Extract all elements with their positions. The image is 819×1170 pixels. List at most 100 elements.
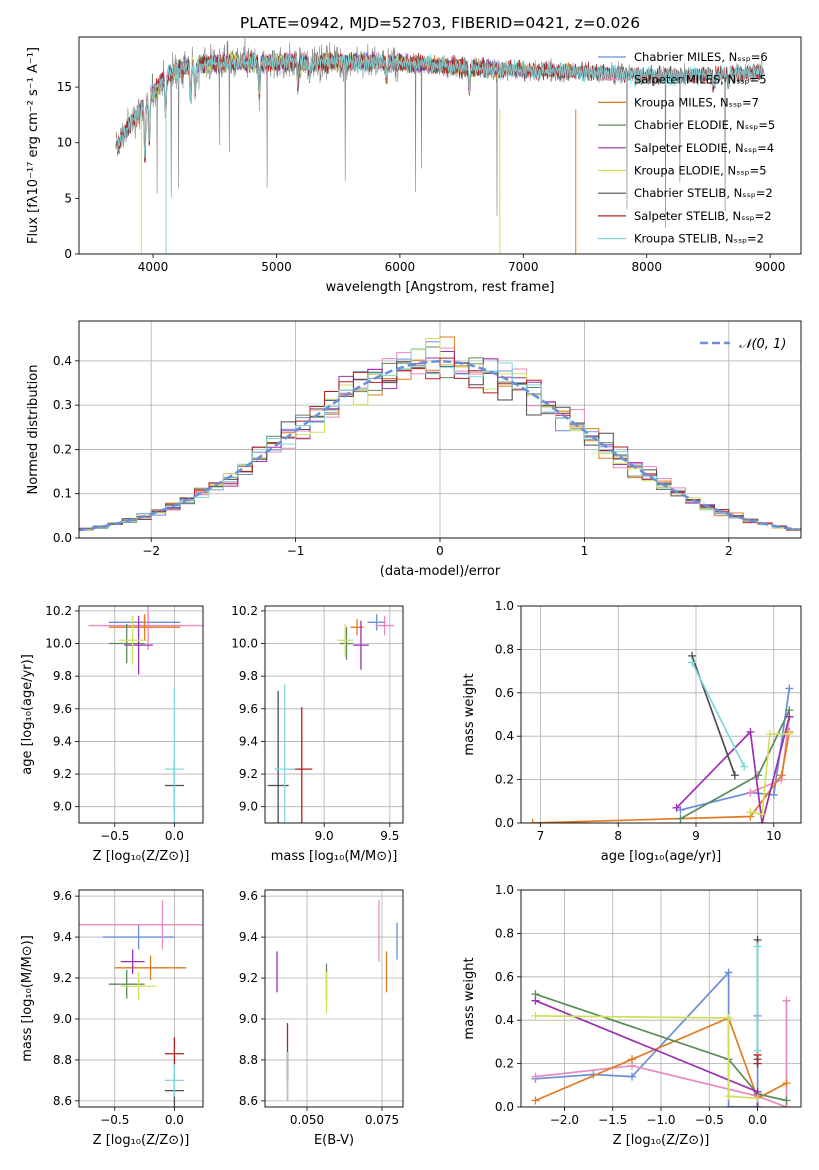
weight-point-kroupa_miles [528, 819, 537, 823]
weight-line-chabrier_miles [680, 688, 791, 811]
x-axis-label: wavelength [Angstrom, rest frame] [326, 280, 555, 295]
y-tick-label: 0 [64, 247, 72, 261]
x-tick-label: 0.050 [290, 1113, 324, 1127]
y-tick-label: 8.6 [53, 1094, 72, 1108]
weight-point-salpeter_elodie [672, 803, 681, 812]
weight-point-salpeter_elodie [758, 819, 767, 823]
y-axis-label: Normed distribution [26, 365, 41, 495]
weight-point-chabrier_miles [628, 1072, 637, 1081]
axes-frame [520, 605, 802, 824]
y-tick-label: 9.0 [53, 800, 72, 814]
weight-point-salpeter_miles [746, 788, 755, 797]
x-tick-label: 0.0 [165, 1113, 184, 1127]
weight-point-kroupa_elodie [724, 1014, 733, 1023]
x-tick-label: −0.5 [100, 1113, 129, 1127]
legend-label: Chabrier ELODIE, Nₛₛₚ=5 [634, 118, 775, 132]
y-tick-label: 8.6 [239, 1094, 258, 1108]
weight-point-kroupa_stelib [740, 762, 749, 771]
legend: 𝒩(0, 1) [700, 337, 786, 352]
weight-point-kroupa_elodie [758, 810, 767, 819]
y-tick-label: 10.2 [231, 604, 258, 618]
x-tick-label: 9000 [755, 260, 786, 274]
weight-point-salpeter_elodie [753, 1103, 762, 1107]
y-tick-label: 9.6 [53, 889, 72, 903]
y-axis-label: Flux [fλ10⁻¹⁷ erg cm⁻² s⁻¹ A⁻¹] [26, 47, 41, 244]
y-tick-label: 9.4 [239, 734, 258, 748]
legend-label: Salpeter STELIB, Nₛₛₚ=2 [634, 209, 772, 223]
y-tick-label: 5 [64, 191, 72, 205]
y-tick-label: 0.1 [53, 487, 72, 501]
x-axis-label: age [log₁₀(age/yr)] [601, 849, 722, 864]
weight-point-kroupa_stelib [688, 658, 697, 667]
weight-line-chabrier_elodie [679, 709, 791, 820]
y-tick-label: 10 [57, 136, 72, 150]
y-tick-label: 0.2 [53, 442, 72, 456]
y-tick-label: 9.8 [239, 669, 258, 683]
x-tick-label: −1 [287, 544, 305, 558]
y-tick-label: 9.0 [239, 1012, 258, 1026]
y-tick-label: 0.2 [495, 773, 514, 787]
y-tick-label: 0.3 [53, 398, 72, 412]
y-tick-label: 9.2 [239, 767, 258, 781]
residual-histogram-kroupa_elodie [79, 338, 801, 530]
x-tick-label: −1.0 [646, 1113, 675, 1127]
weight-point-chabrier_miles [769, 790, 778, 799]
axes-frame [78, 36, 802, 255]
gridlines [79, 890, 203, 1107]
x-tick-label: 1 [581, 544, 589, 558]
weight-line-kroupa_stelib [691, 662, 745, 767]
x-tick-label: −2 [142, 544, 160, 558]
axes-mass_vs_ebv: 0.050 0.075 8.6 8.8 9.0 9.2 9.4 9.6 E(B-V) [239, 889, 404, 1148]
x-tick-label: 8000 [631, 260, 662, 274]
axes-frame [78, 605, 204, 824]
weight-point-kroupa_miles [628, 1055, 637, 1064]
x-tick-label: 4000 [138, 260, 169, 274]
weight-line-kroupa_elodie [750, 733, 790, 816]
x-tick-label: 7 [537, 829, 545, 843]
x-tick-label: −1.5 [598, 1113, 627, 1127]
x-tick-label: 9 [692, 829, 700, 843]
x-tick-label: 6000 [385, 260, 416, 274]
y-tick-label: 9.0 [239, 800, 258, 814]
axes-spectrum: 4000 5000 6000 7000 8000 9000 0 5 10 15 wavelength… [26, 36, 802, 295]
y-tick-label: 0.0 [495, 816, 514, 830]
normal-distribution-curve [79, 360, 799, 532]
plot-area [521, 606, 801, 823]
x-tick-label: 0.0 [748, 1113, 767, 1127]
weight-point-kroupa_elodie [746, 808, 755, 817]
x-tick-label: −0.5 [695, 1113, 724, 1127]
weight-point-kroupa_stelib [753, 942, 762, 951]
weight-point-chabrier_miles [785, 684, 794, 693]
y-tick-label: 9.2 [53, 971, 72, 985]
weight-line-kroupa_elodie [535, 1015, 758, 1100]
y-tick-label: 0.0 [495, 1100, 514, 1114]
x-axis-label: Z [log₁₀(Z/Z⊙)] [93, 849, 190, 864]
residual-histogram-kroupa_stelib [79, 348, 801, 530]
weight-point-salpeter_miles [782, 996, 791, 1005]
x-tick-label: 9.0 [315, 829, 334, 843]
axes-weight_vs_Z: −2.0 −1.5 −1.0 −0.5 0.0 0.0 0.2 0.4 0.6 0.8 1.0 Z [… [462, 883, 802, 1148]
model-spectrum-kroupa_stelib [115, 52, 765, 159]
y-tick-label: 1.0 [495, 599, 514, 613]
weight-point-chabrier_elodie [782, 1096, 791, 1105]
y-tick-label: 9.6 [239, 702, 258, 716]
plot-area [79, 606, 203, 823]
x-tick-label: 10 [766, 829, 781, 843]
plot-area [115, 37, 765, 254]
weight-point-kroupa_miles [782, 1079, 791, 1088]
x-axis-label: Z [log₁₀(Z/Z⊙)] [613, 1133, 710, 1148]
weight-point-kroupa_miles [531, 1096, 540, 1105]
y-tick-label: 0.4 [495, 729, 514, 743]
weight-point-kroupa_elodie [753, 1094, 762, 1103]
axes-age_vs_mass: 9.0 9.5 9.0 9.2 9.4 9.6 9.8 10.0 10.2 mass [log₁₀… [231, 604, 404, 864]
legend-label: Kroupa MILES, Nₛₛₚ=7 [634, 95, 759, 109]
y-tick-label: 8.8 [53, 1053, 72, 1067]
y-tick-label: 0.6 [495, 686, 514, 700]
weight-point-salpeter_miles [531, 1072, 540, 1081]
weight-point-salpeter_stelib [753, 1059, 762, 1068]
x-axis-label: mass [log₁₀(M/M⊙)] [271, 849, 398, 864]
y-tick-label: 0.0 [53, 531, 72, 545]
y-tick-label: 0.6 [495, 970, 514, 984]
y-tick-label: 9.2 [239, 971, 258, 985]
weight-line-chabrier_elodie [535, 993, 787, 1102]
